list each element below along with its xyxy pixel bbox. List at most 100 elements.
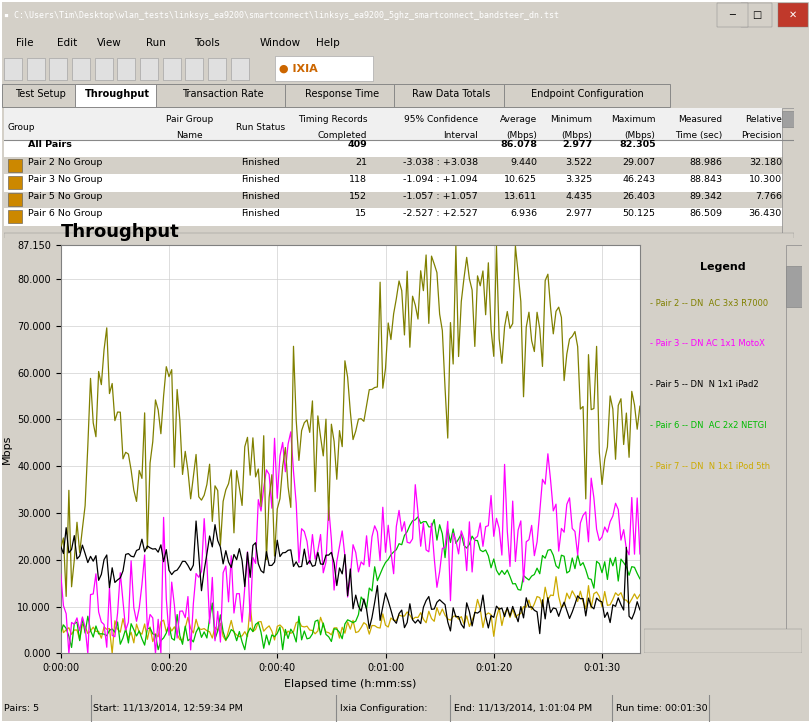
Text: Name: Name (177, 131, 203, 140)
FancyBboxPatch shape (75, 84, 160, 107)
Text: Throughput: Throughput (61, 223, 180, 241)
Y-axis label: Mbps: Mbps (2, 435, 11, 464)
Bar (4, 139, 794, 157)
Bar (117, 58, 135, 79)
Text: 89.342: 89.342 (689, 192, 723, 201)
Text: (Mbps): (Mbps) (561, 131, 592, 140)
Bar (4, 208, 794, 226)
Text: - Pair 3 -- DN AC 1x1 MotoX: - Pair 3 -- DN AC 1x1 MotoX (650, 339, 765, 348)
Text: 95% Confidence: 95% Confidence (403, 116, 478, 124)
Bar (782, 108, 794, 238)
Text: Throughput: Throughput (85, 90, 150, 100)
Text: Minimum: Minimum (551, 116, 592, 124)
Text: Measured: Measured (679, 116, 723, 124)
Text: Start: 11/13/2014, 12:59:34 PM: Start: 11/13/2014, 12:59:34 PM (93, 704, 243, 713)
Text: Finished: Finished (241, 158, 280, 167)
Text: View: View (97, 38, 122, 48)
Text: Legend: Legend (700, 262, 746, 271)
Text: Finished: Finished (241, 192, 280, 201)
Bar (185, 58, 203, 79)
FancyBboxPatch shape (504, 84, 670, 107)
Text: -1.057 : +1.057: -1.057 : +1.057 (403, 192, 478, 201)
Text: 6.936: 6.936 (510, 209, 537, 218)
Text: 29.007: 29.007 (623, 158, 655, 167)
Text: -3.038 : +3.038: -3.038 : +3.038 (403, 158, 478, 167)
Bar (4, 233, 794, 241)
Bar (8, 210, 22, 223)
Text: 26.403: 26.403 (622, 192, 655, 201)
Text: (Mbps): (Mbps) (506, 131, 537, 140)
Text: 32.180: 32.180 (748, 158, 782, 167)
Text: 13.611: 13.611 (504, 192, 537, 201)
Text: 409: 409 (347, 140, 367, 149)
Text: 152: 152 (349, 192, 367, 201)
Text: End: 11/13/2014, 1:01:04 PM: End: 11/13/2014, 1:01:04 PM (454, 704, 592, 713)
Text: Help: Help (316, 38, 339, 48)
Text: - Pair 5 -- DN  N 1x1 iPad2: - Pair 5 -- DN N 1x1 iPad2 (650, 380, 759, 389)
FancyBboxPatch shape (2, 84, 79, 107)
Text: 9.440: 9.440 (510, 158, 537, 167)
Text: - Pair 2 -- DN  AC 3x3 R7000: - Pair 2 -- DN AC 3x3 R7000 (650, 298, 769, 308)
Text: -2.527 : +2.527: -2.527 : +2.527 (403, 209, 478, 218)
Text: Average: Average (500, 116, 537, 124)
Bar (8, 159, 22, 173)
Bar (72, 58, 90, 79)
Bar (275, 56, 373, 81)
Text: Run Status: Run Status (237, 123, 285, 132)
Text: Finished: Finished (241, 175, 280, 184)
FancyBboxPatch shape (156, 84, 289, 107)
Text: Pairs: 5: Pairs: 5 (4, 704, 39, 713)
Text: Endpoint Configuration: Endpoint Configuration (531, 90, 644, 100)
Bar (95, 58, 113, 79)
Bar (4, 174, 794, 192)
Text: 3.522: 3.522 (565, 158, 592, 167)
Text: ▪ C:\Users\Tim\Desktop\wlan_tests\linksys_ea9200\smartconnect\linksys_ea9200_5gh: ▪ C:\Users\Tim\Desktop\wlan_tests\linksy… (4, 11, 559, 19)
Text: Maximum: Maximum (611, 116, 655, 124)
Text: All Pairs: All Pairs (28, 140, 71, 149)
Text: Finished: Finished (241, 209, 280, 218)
Text: 86.509: 86.509 (690, 209, 723, 218)
Text: 7.766: 7.766 (755, 192, 782, 201)
Text: Pair Group: Pair Group (166, 116, 213, 124)
Text: Group: Group (8, 123, 36, 132)
Text: 2.977: 2.977 (565, 209, 592, 218)
Bar (786, 266, 802, 307)
Text: 86.078: 86.078 (500, 140, 537, 149)
Text: Timing Records: Timing Records (298, 116, 367, 124)
FancyBboxPatch shape (394, 84, 508, 107)
Bar (782, 111, 794, 127)
Text: ─: ─ (729, 10, 735, 20)
Text: Interval: Interval (443, 131, 478, 140)
Text: Pair 5 No Group: Pair 5 No Group (28, 192, 102, 201)
Text: Pair 2 No Group: Pair 2 No Group (28, 158, 102, 167)
Bar (49, 58, 67, 79)
Text: - Pair 6 -- DN  AC 2x2 NETGI: - Pair 6 -- DN AC 2x2 NETGI (650, 421, 767, 430)
Text: -1.094 : +1.094: -1.094 : +1.094 (403, 175, 478, 184)
Text: Completed: Completed (318, 131, 367, 140)
Bar (8, 176, 22, 189)
Text: □: □ (752, 10, 761, 20)
X-axis label: Elapsed time (h:mm:ss): Elapsed time (h:mm:ss) (284, 679, 416, 689)
Text: Run: Run (146, 38, 166, 48)
Text: Time (sec): Time (sec) (676, 131, 723, 140)
Bar (717, 3, 748, 27)
Text: 88.843: 88.843 (689, 175, 723, 184)
Text: - Pair 7 -- DN  N 1x1 iPod 5th: - Pair 7 -- DN N 1x1 iPod 5th (650, 461, 770, 471)
Text: 10.625: 10.625 (504, 175, 537, 184)
Bar (140, 58, 158, 79)
Bar (778, 3, 808, 27)
Bar (4, 108, 794, 140)
Text: Pair 3 No Group: Pair 3 No Group (28, 175, 102, 184)
Text: 10.300: 10.300 (748, 175, 782, 184)
Text: 50.125: 50.125 (623, 209, 655, 218)
Text: 36.430: 36.430 (748, 209, 782, 218)
Bar (644, 629, 802, 653)
Bar (741, 3, 772, 27)
Bar (208, 58, 226, 79)
Text: 4.435: 4.435 (565, 192, 592, 201)
Text: Ixia Configuration:: Ixia Configuration: (340, 704, 428, 713)
Bar (231, 58, 249, 79)
Text: 15: 15 (356, 209, 367, 218)
Text: ✕: ✕ (789, 10, 797, 20)
Bar (786, 245, 802, 653)
